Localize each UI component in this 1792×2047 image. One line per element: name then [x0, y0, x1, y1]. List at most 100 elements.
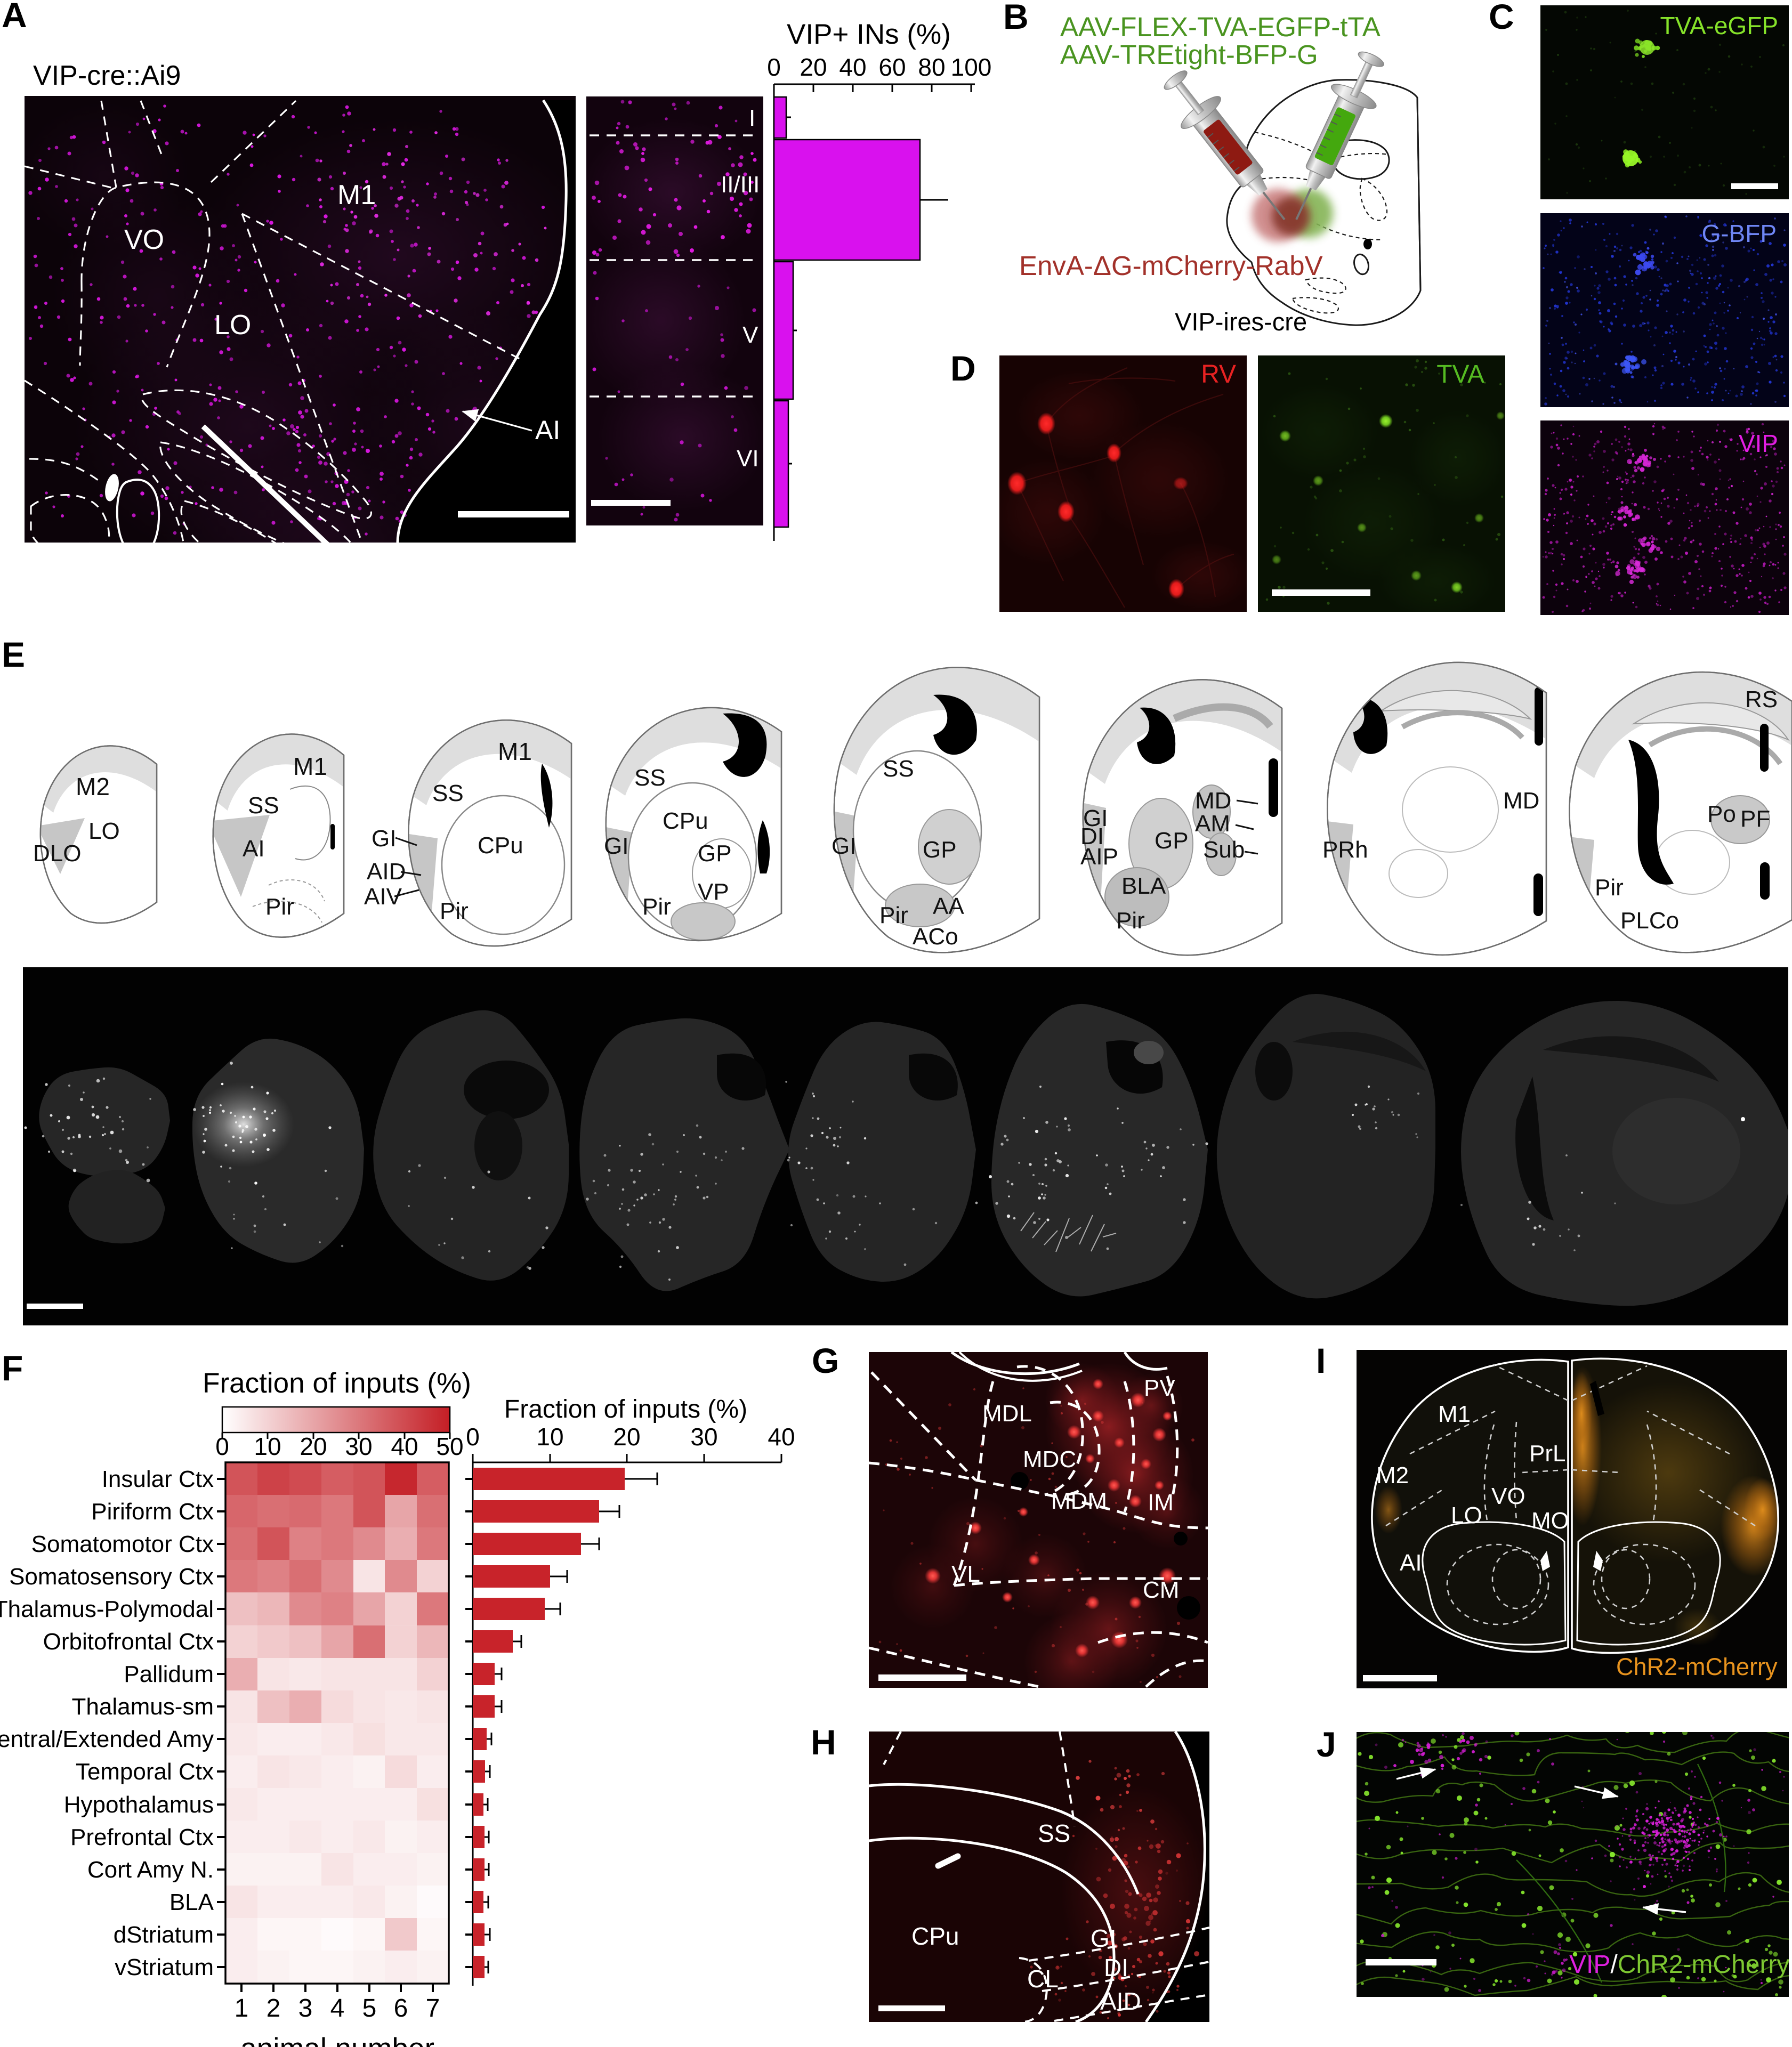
svg-text:AM: AM	[1195, 811, 1230, 837]
svg-text:M1: M1	[337, 180, 376, 211]
svg-text:EnvA-ΔG-mCherry-RabV: EnvA-ΔG-mCherry-RabV	[1019, 250, 1323, 281]
svg-text:VIP/ChR2-mCherry: VIP/ChR2-mCherry	[1569, 1951, 1789, 1979]
svg-text:PrL: PrL	[1529, 1441, 1565, 1467]
svg-text:SS: SS	[634, 765, 666, 791]
svg-text:AIP: AIP	[1080, 844, 1118, 870]
svg-text:BLA: BLA	[169, 1889, 214, 1915]
svg-text:V: V	[742, 322, 758, 348]
svg-text:CM: CM	[1143, 1577, 1179, 1603]
svg-text:Pir: Pir	[265, 894, 294, 920]
svg-text:M1: M1	[1438, 1401, 1471, 1427]
svg-text:AI: AI	[1400, 1550, 1422, 1576]
svg-text:TVA-eGFP: TVA-eGFP	[1660, 12, 1778, 39]
svg-text:30: 30	[345, 1433, 372, 1460]
svg-text:AI: AI	[535, 415, 560, 445]
svg-text:10: 10	[536, 1423, 563, 1451]
svg-text:Thalamus-sm: Thalamus-sm	[72, 1694, 214, 1720]
svg-text:AA: AA	[933, 893, 964, 919]
svg-text:Pir: Pir	[642, 894, 671, 920]
svg-text:7: 7	[426, 1994, 440, 2022]
svg-text:Thalamus-Polymodal: Thalamus-Polymodal	[0, 1596, 214, 1622]
svg-text:SS: SS	[883, 756, 914, 782]
svg-text:AAV-TREtight-BFP-G: AAV-TREtight-BFP-G	[1060, 39, 1318, 70]
svg-text:3: 3	[298, 1994, 313, 2022]
svg-text:6: 6	[394, 1994, 408, 2022]
svg-text:SS: SS	[248, 792, 279, 819]
svg-text:40: 40	[391, 1433, 418, 1460]
svg-text:VI: VI	[737, 446, 759, 472]
svg-text:10: 10	[254, 1433, 281, 1460]
svg-text:MO: MO	[1531, 1508, 1569, 1534]
svg-text:Hypothalamus: Hypothalamus	[64, 1792, 214, 1818]
svg-text:AID: AID	[367, 859, 406, 885]
svg-text:Prefrontal Ctx: Prefrontal Ctx	[70, 1824, 214, 1850]
svg-text:GI: GI	[832, 833, 856, 859]
svg-text:Fraction of inputs (%): Fraction of inputs (%)	[203, 1368, 471, 1399]
svg-text:Po: Po	[1707, 801, 1736, 827]
svg-text:MDL: MDL	[982, 1401, 1032, 1427]
svg-text:LO: LO	[214, 310, 251, 341]
svg-text:MD: MD	[1195, 788, 1231, 814]
svg-text:animal number: animal number	[240, 2032, 434, 2047]
svg-text:VO: VO	[1491, 1483, 1525, 1509]
svg-text:vStriatum: vStriatum	[115, 1954, 214, 1980]
svg-text:BLA: BLA	[1121, 873, 1166, 899]
svg-text:Pir: Pir	[1595, 875, 1624, 901]
svg-text:Pir: Pir	[1116, 908, 1145, 934]
svg-text:TVA: TVA	[1436, 360, 1484, 389]
svg-text:PRh: PRh	[1322, 837, 1368, 863]
svg-text:GP: GP	[923, 837, 957, 863]
svg-text:I: I	[749, 105, 755, 131]
svg-text:LO: LO	[88, 818, 120, 844]
svg-text:Pallidum: Pallidum	[124, 1661, 214, 1687]
svg-text:20: 20	[300, 1433, 327, 1460]
svg-text:Central/Extended Amy: Central/Extended Amy	[0, 1726, 214, 1752]
svg-text:1: 1	[235, 1994, 249, 2022]
svg-text:CPu: CPu	[663, 808, 708, 834]
svg-text:100: 100	[951, 53, 992, 81]
svg-text:GI: GI	[1091, 1924, 1117, 1952]
svg-text:SS: SS	[432, 780, 464, 806]
svg-text:M1: M1	[293, 753, 327, 780]
svg-text:Somatosensory Ctx: Somatosensory Ctx	[9, 1564, 214, 1590]
svg-text:Temporal Ctx: Temporal Ctx	[76, 1759, 214, 1785]
svg-text:20: 20	[800, 53, 827, 81]
svg-text:Somatomotor Ctx: Somatomotor Ctx	[31, 1531, 214, 1557]
svg-text:AAV-FLEX-TVA-EGFP-tTA: AAV-FLEX-TVA-EGFP-tTA	[1060, 12, 1381, 42]
svg-text:Orbitofrontal Ctx: Orbitofrontal Ctx	[43, 1629, 214, 1655]
svg-text:SS: SS	[1038, 1819, 1070, 1847]
svg-text:0: 0	[466, 1423, 480, 1451]
svg-text:0: 0	[767, 53, 781, 81]
svg-text:IM: IM	[1148, 1490, 1174, 1516]
svg-text:5: 5	[362, 1994, 377, 2022]
svg-text:dStriatum: dStriatum	[114, 1922, 214, 1948]
svg-text:MDM: MDM	[1051, 1488, 1107, 1514]
svg-text:2: 2	[267, 1994, 281, 2022]
svg-text:LO: LO	[1451, 1502, 1482, 1528]
svg-text:VIP: VIP	[1739, 430, 1778, 457]
svg-text:GI: GI	[1083, 805, 1108, 831]
svg-text:ACo: ACo	[913, 924, 958, 950]
svg-text:M1: M1	[498, 738, 532, 765]
svg-text:RV: RV	[1201, 360, 1236, 389]
svg-text:G-BFP: G-BFP	[1701, 220, 1777, 247]
svg-text:GI: GI	[604, 833, 628, 859]
svg-text:RS: RS	[1745, 686, 1778, 713]
svg-text:PV: PV	[1144, 1375, 1175, 1401]
svg-text:40: 40	[768, 1423, 795, 1451]
svg-text:PF: PF	[1740, 806, 1770, 832]
svg-text:20: 20	[613, 1423, 640, 1451]
svg-text:0: 0	[215, 1433, 229, 1460]
svg-text:II/III: II/III	[721, 172, 760, 198]
svg-text:DLO: DLO	[33, 840, 81, 867]
svg-text:PLCo: PLCo	[1620, 908, 1679, 934]
svg-text:Pir: Pir	[440, 898, 469, 924]
svg-text:MDC: MDC	[1023, 1446, 1076, 1472]
svg-text:Piriform Ctx: Piriform Ctx	[91, 1499, 214, 1525]
svg-text:Insular Ctx: Insular Ctx	[102, 1466, 214, 1492]
svg-text:60: 60	[878, 53, 906, 81]
svg-text:4: 4	[330, 1994, 345, 2022]
svg-text:GI: GI	[372, 826, 396, 852]
svg-text:DI: DI	[1104, 1954, 1128, 1981]
svg-text:VIP+ INs (%): VIP+ INs (%)	[787, 19, 951, 50]
